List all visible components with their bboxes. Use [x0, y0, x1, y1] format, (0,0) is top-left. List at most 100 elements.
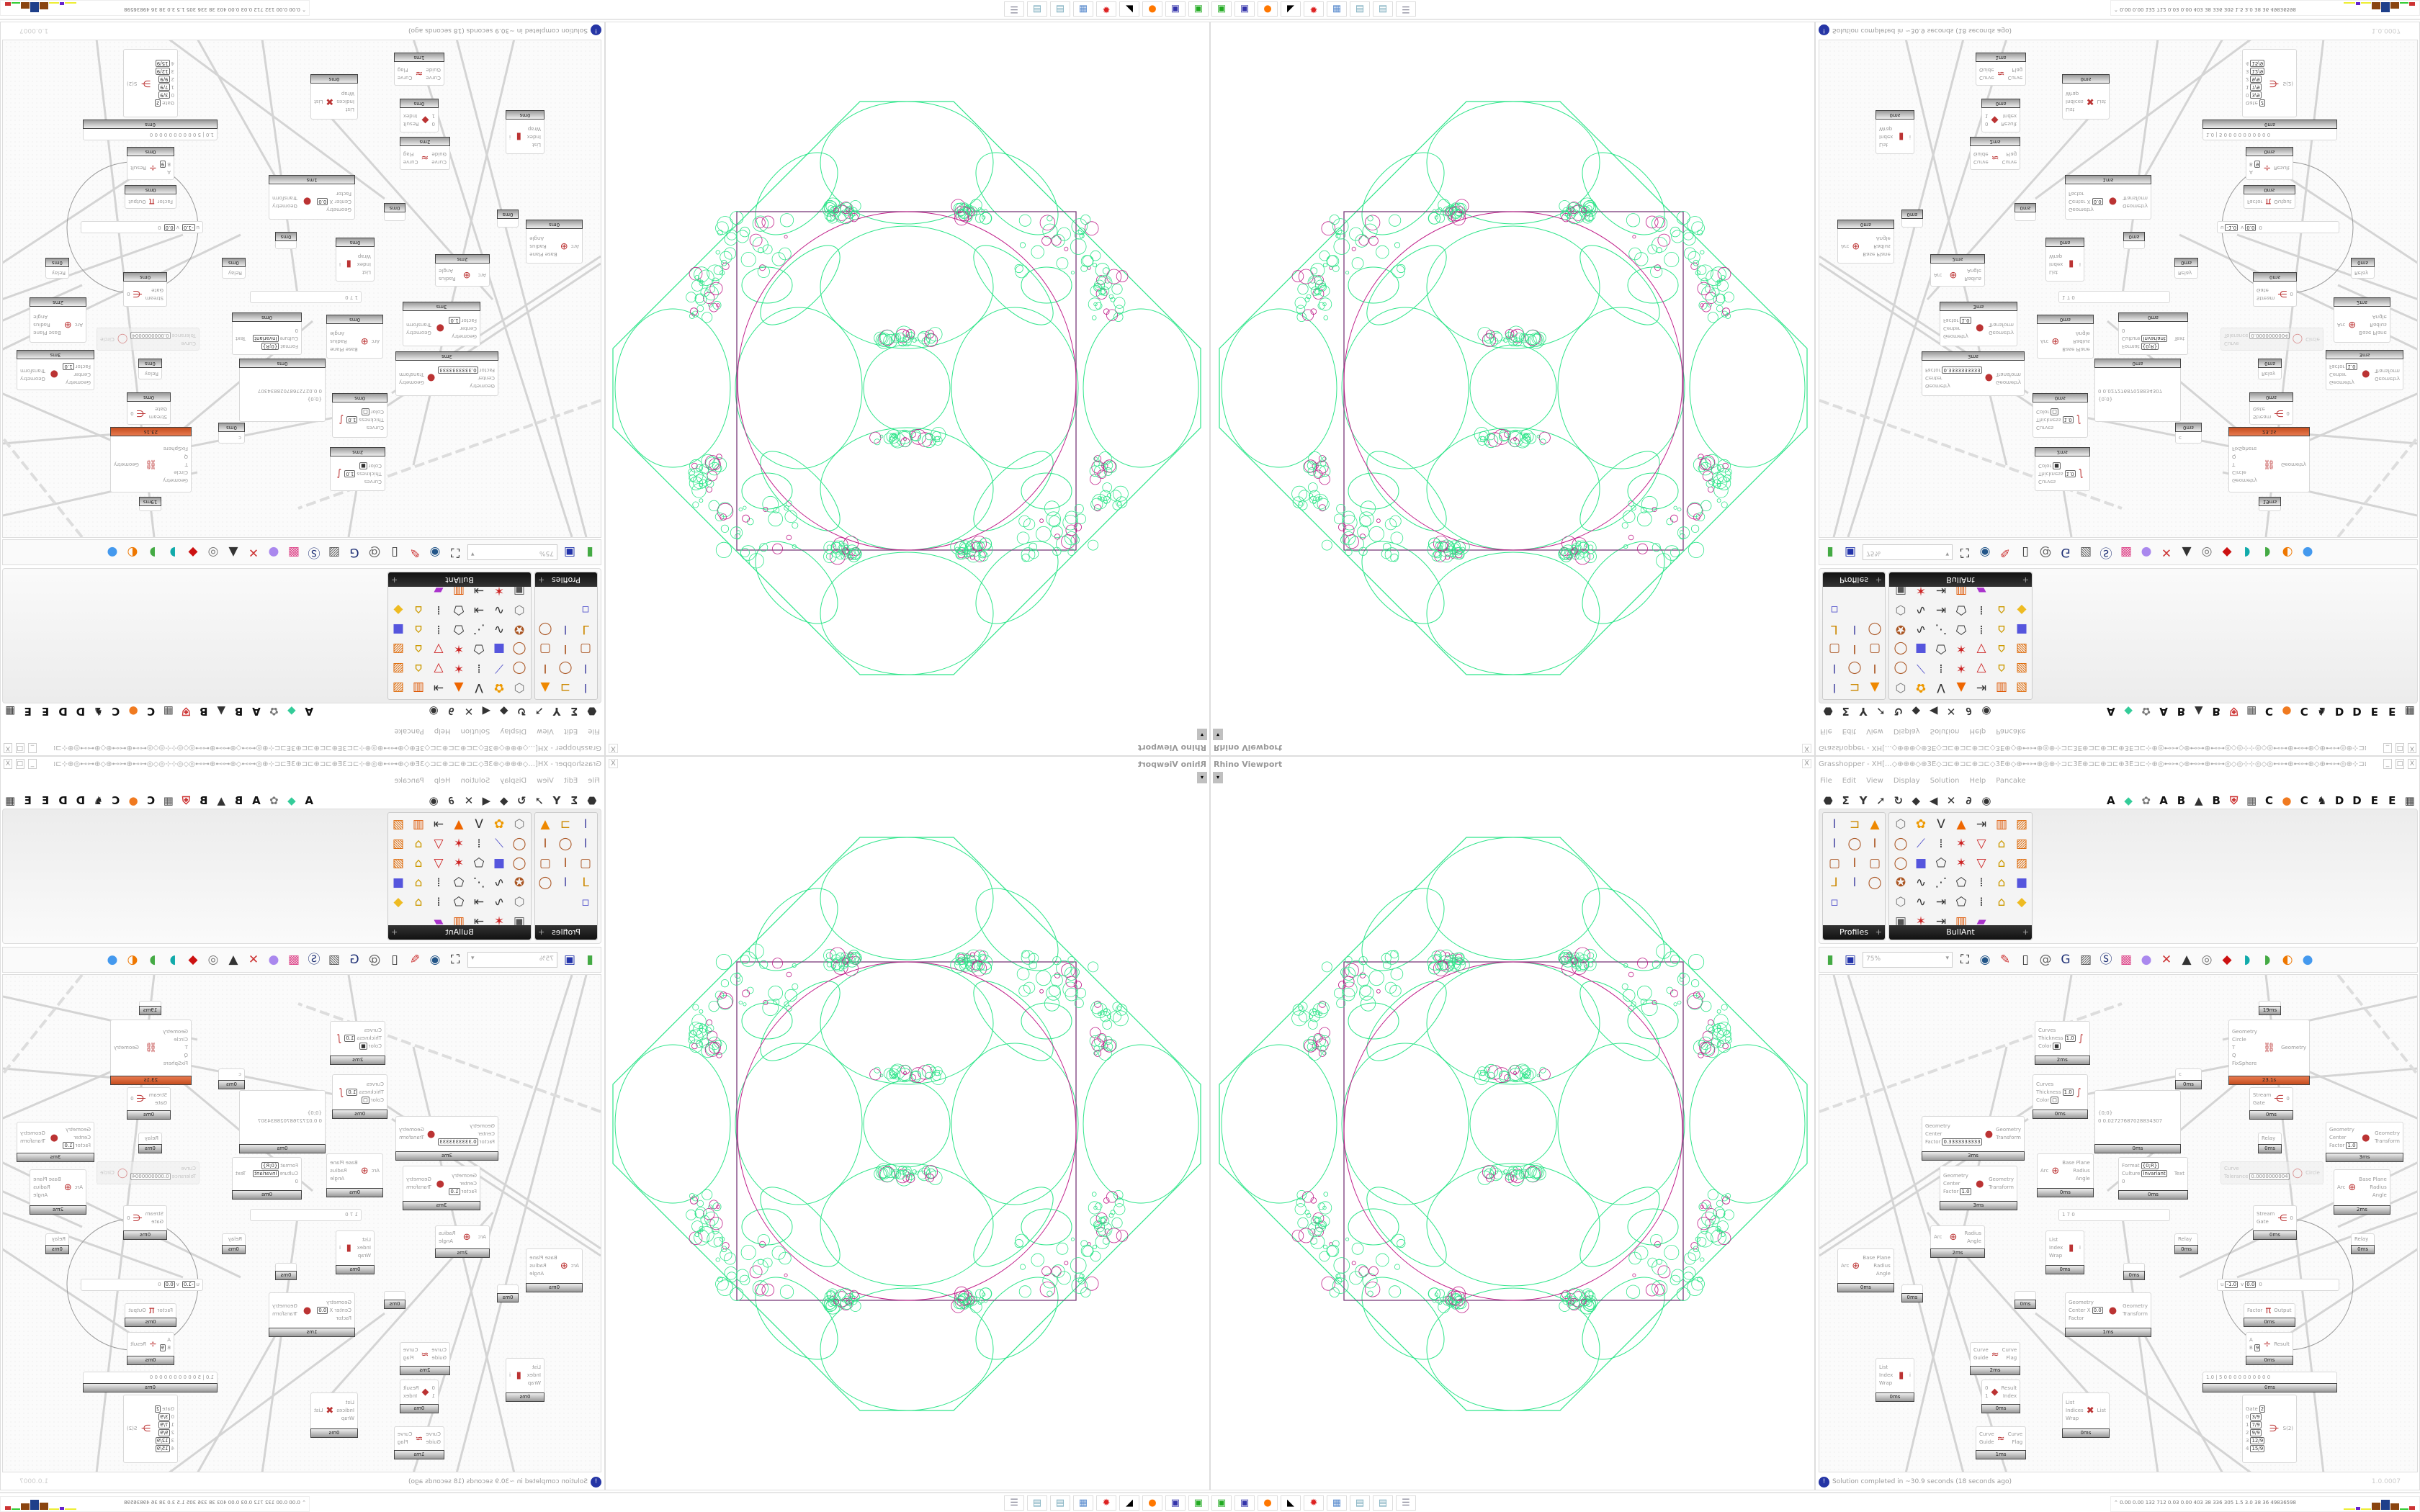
output-param[interactable]: 0 — [2286, 1096, 2290, 1102]
param-value[interactable]: 1.0 — [1960, 1187, 1971, 1195]
input-param[interactable]: Q — [2232, 1053, 2257, 1059]
output-param[interactable]: Base Plane — [1863, 1255, 1891, 1261]
component-node[interactable]: List Index Wrap ▮ i 0ms — [336, 1230, 375, 1274]
output-param[interactable]: Flag — [2012, 67, 2023, 73]
green-icon[interactable]: ◗ — [2264, 545, 2271, 559]
stack-taskbar-button[interactable]: ☰ — [1396, 1, 1416, 17]
component-node[interactable]: Arc ⊕ Radius Angle 2ms — [435, 1225, 490, 1258]
star-icon[interactable]: ✶ — [453, 837, 465, 851]
output-param[interactable]: Circle — [100, 336, 115, 343]
info-icon[interactable]: ! — [1819, 1476, 1829, 1488]
nodes-icon[interactable]: ⋰ — [1935, 876, 1948, 890]
tab-icon[interactable]: Y — [552, 794, 561, 807]
chart-icon[interactable]: ▨ — [2015, 661, 2028, 675]
rhino-taskbar-button[interactable]: ◣ — [1281, 1, 1301, 17]
param-value[interactable]: 1.0 — [346, 1088, 358, 1096]
output-param[interactable]: Transform — [399, 1135, 424, 1140]
output-param[interactable]: Angle — [439, 268, 453, 274]
tab-icon[interactable]: C — [2300, 794, 2308, 807]
output-param[interactable]: Base Plane — [33, 330, 61, 336]
minimize-button[interactable]: _ — [28, 759, 37, 769]
chart-icon[interactable]: ▨ — [2015, 642, 2028, 656]
param-value[interactable]: Invariant — [253, 1170, 279, 1177]
input-param[interactable]: B9 — [159, 1344, 171, 1351]
isec-icon[interactable]: I — [1852, 856, 1857, 870]
param-value[interactable]: 0.0 — [2092, 198, 2103, 206]
lock-icon[interactable]: ⌂ — [414, 661, 423, 675]
input-param[interactable]: 312/9 — [155, 68, 174, 76]
input-param[interactable]: 03/9 — [155, 91, 174, 99]
green-terminal-taskbar-button[interactable]: ▣ — [1211, 1495, 1232, 1511]
param-value[interactable]: 0.3333333333 — [438, 366, 478, 374]
package-icon[interactable]: ▩ — [287, 953, 300, 967]
output-param[interactable]: Index — [2002, 113, 2017, 120]
tab-icon[interactable]: ✕ — [1946, 705, 1956, 718]
param-value[interactable]: □ — [362, 408, 369, 416]
lock-icon[interactable]: ⌂ — [414, 856, 423, 870]
tab-icon[interactable]: ✿ — [2141, 794, 2151, 807]
input-param[interactable]: Color■ — [344, 462, 382, 469]
output-param[interactable]: Base Plane — [33, 1176, 61, 1182]
ring-icon[interactable]: ◯ — [1847, 661, 1862, 675]
output-param[interactable]: 0 — [2290, 291, 2293, 297]
output-param[interactable]: Angle — [529, 1271, 544, 1277]
input-param[interactable]: Arc — [1841, 1263, 1849, 1269]
input-param[interactable]: Index — [527, 1372, 541, 1379]
twist-icon[interactable]: ✕ — [2161, 953, 2172, 967]
output-param[interactable]: Text — [236, 1171, 246, 1176]
pts-icon[interactable]: ⁞ — [1979, 876, 1984, 890]
tab-icon[interactable]: ◆ — [1912, 705, 1920, 718]
output-param[interactable]: Curve — [2002, 1347, 2017, 1353]
channel-icon[interactable]: ⊐ — [560, 817, 571, 832]
param-value[interactable]: 3/9 — [158, 91, 170, 99]
curve-icon[interactable]: ∿ — [493, 603, 505, 617]
box-icon[interactable]: ⬡ — [1895, 817, 1906, 832]
box-icon[interactable]: ⬡ — [514, 895, 525, 909]
component-node[interactable]: Relay 0ms — [2174, 258, 2199, 279]
tab-icon[interactable]: ◆ — [287, 705, 296, 718]
green-icon[interactable]: ◗ — [2264, 953, 2271, 967]
component-node[interactable]: Relay 0ms — [2174, 1233, 2199, 1254]
image-icon[interactable]: ▨ — [328, 545, 341, 559]
channel-icon[interactable]: ⊐ — [1849, 817, 1860, 832]
tab-icon[interactable]: ↻ — [516, 705, 526, 718]
input-param[interactable]: 0 — [2122, 1179, 2167, 1185]
rect-icon[interactable]: ▢ — [579, 642, 592, 656]
component-node[interactable]: List Index Wrap ▮ i 0ms — [1876, 110, 1914, 154]
input-param[interactable]: 1 7 0 — [2062, 294, 2075, 300]
tab-icon[interactable]: ✿ — [269, 705, 279, 718]
input-param[interactable]: 312/9 — [155, 1436, 174, 1444]
input-param[interactable]: Wrap — [336, 90, 354, 96]
component-node[interactable]: 0ms — [497, 1284, 519, 1302]
param-value[interactable]: ■ — [2053, 1043, 2061, 1050]
param-value[interactable]: 9/9 — [158, 76, 170, 84]
tab-icon[interactable]: D — [76, 794, 86, 807]
tab-icon[interactable]: ⛨ — [2230, 705, 2238, 718]
rect-icon[interactable]: ▢ — [539, 642, 552, 656]
isec-icon[interactable]: I — [543, 661, 547, 675]
tab-icon[interactable]: B — [234, 705, 243, 718]
curve-icon[interactable]: ∿ — [493, 876, 505, 890]
lock-icon[interactable]: ⌂ — [1997, 837, 2006, 851]
stack-taskbar-button[interactable]: ☰ — [1396, 1495, 1416, 1511]
ball-icon[interactable]: ◐ — [2282, 953, 2293, 967]
input-param[interactable]: Format{0;R} — [2122, 343, 2167, 350]
bell-icon[interactable]: ▲ — [2182, 545, 2192, 559]
gem-icon[interactable]: ◆ — [2017, 895, 2027, 909]
isec-icon[interactable]: I — [543, 837, 547, 851]
input-param[interactable]: Center X0.0 — [317, 1306, 351, 1314]
input-param[interactable]: 0 0.02727687028834307 — [258, 1118, 322, 1125]
output-param[interactable]: Angle — [1967, 1238, 1981, 1244]
output-param[interactable]: i — [339, 1245, 341, 1251]
param-value[interactable]: 1.0 — [346, 416, 358, 424]
ring-icon[interactable]: ◯ — [1868, 876, 1882, 890]
rect-icon[interactable]: ▢ — [539, 856, 552, 870]
floppy-disk-taskbar-button[interactable]: ▣ — [1165, 1, 1186, 17]
tab-icon[interactable]: ⛨ — [2230, 794, 2238, 807]
output-param[interactable]: Radius — [439, 276, 456, 282]
split-icon[interactable]: ⇥ — [473, 895, 485, 909]
